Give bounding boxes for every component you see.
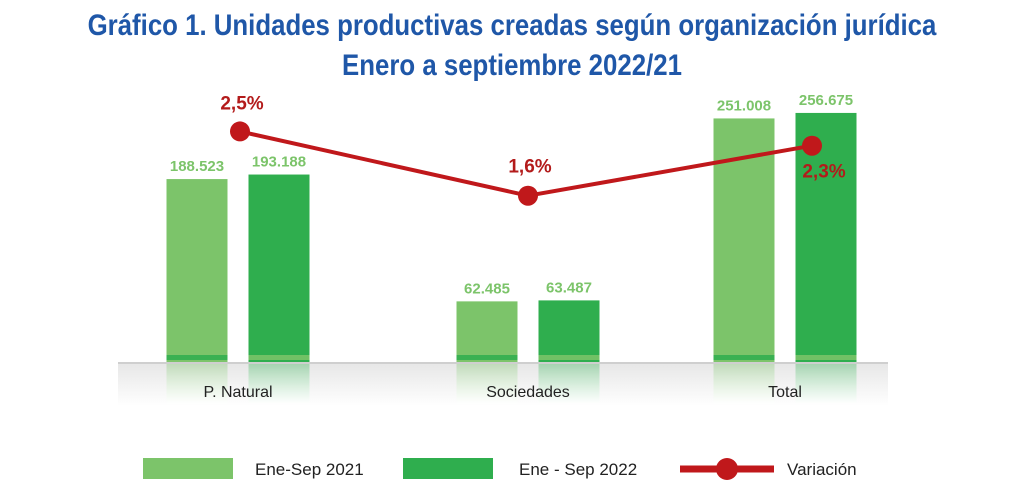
bar-base-strip-0-2: [713, 355, 775, 360]
category-label: Sociedades: [486, 384, 570, 401]
title-line-1: Gráfico 1. Unidades productivas creadas …: [87, 9, 937, 42]
bar-value-label: 63.487: [546, 279, 592, 296]
category-label: Total: [768, 384, 802, 401]
legend: Ene-Sep 2021 Ene - Sep 2022 Variación: [143, 458, 857, 480]
bar-2021-1: [456, 301, 518, 362]
bar-reflection-fade-0-2: [713, 364, 775, 404]
legend-swatch-2021: [143, 458, 233, 479]
variation-point-1: [518, 185, 538, 206]
chart-title: Gráfico 1. Unidades productivas creadas …: [0, 6, 1024, 86]
variation-line-group: [230, 121, 822, 206]
bar-2022-0: [248, 174, 310, 362]
bar-reflection-fade-1-0: [248, 364, 310, 404]
bar-2022-2: [795, 112, 857, 363]
legend-label-2021: Ene-Sep 2021: [255, 460, 364, 479]
title-line-2: Enero a septiembre 2022/21: [342, 49, 682, 82]
legend-swatch-2022: [403, 458, 493, 479]
bar-2022-1: [538, 300, 600, 362]
bar-base-strip-1-1: [538, 355, 600, 360]
legend-label-variation: Variación: [787, 460, 857, 479]
variation-label: 2,5%: [220, 93, 263, 114]
bar-base-strip-0-0: [166, 355, 228, 360]
bar-base-strip-1-0: [248, 355, 310, 360]
variation-label: 1,6%: [508, 157, 551, 178]
bar-reflection-fade-1-2: [795, 364, 857, 404]
legend-marker-variation: [716, 458, 738, 480]
bar-reflection-fade-0-0: [166, 364, 228, 404]
variation-point-2: [802, 135, 822, 156]
variation-label: 2,3%: [802, 162, 845, 183]
bar-value-label: 193.188: [252, 154, 306, 171]
bar-value-label: 251.008: [717, 97, 771, 114]
bar-value-label: 62.485: [464, 280, 510, 297]
bars-group: [166, 112, 857, 404]
bar-value-label: 188.523: [170, 158, 224, 175]
variation-point-0: [230, 121, 250, 142]
bar-base-strip-1-2: [795, 355, 857, 360]
bar-value-label: 256.675: [799, 92, 853, 109]
legend-label-2022: Ene - Sep 2022: [519, 460, 637, 479]
bar-reflection-fade-1-1: [538, 364, 600, 404]
bar-2021-0: [166, 179, 228, 362]
bar-base-strip-0-1: [456, 355, 518, 360]
category-label: P. Natural: [203, 384, 272, 401]
bar-reflection-fade-0-1: [456, 364, 518, 404]
labels-group: 188.523 193.188 P. Natural 62.485 63.487 Soci…: [170, 92, 853, 401]
